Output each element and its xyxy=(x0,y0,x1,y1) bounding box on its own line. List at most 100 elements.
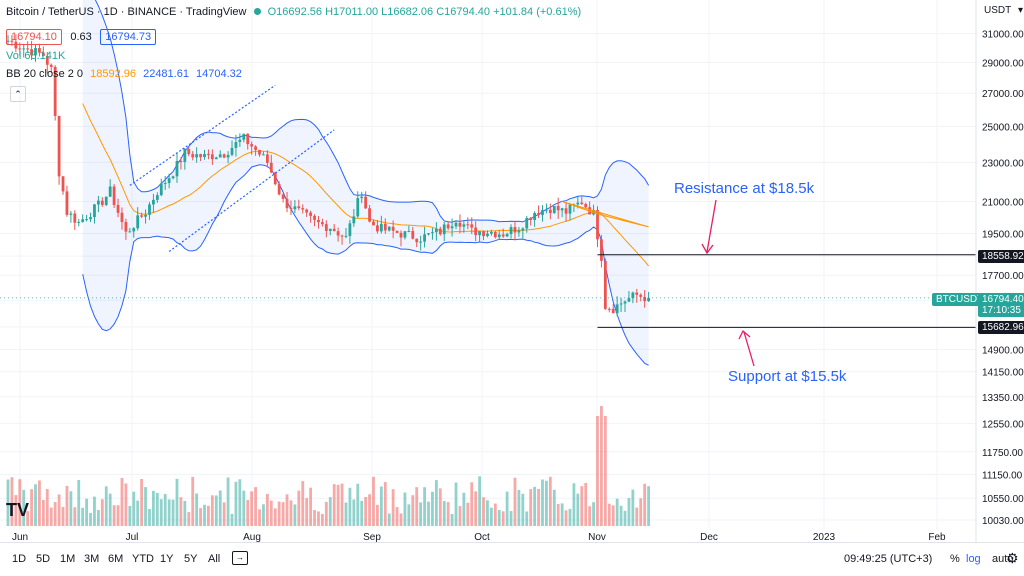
candle-body xyxy=(175,160,179,177)
candle-body xyxy=(560,208,564,211)
volume-bar xyxy=(501,511,505,526)
clock-readout[interactable]: 09:49:25 (UTC+3) xyxy=(844,553,933,565)
volume-bar xyxy=(639,498,643,526)
currency-label[interactable]: USDT ▾ xyxy=(984,5,1024,16)
tradingview-logo-icon[interactable]: TV xyxy=(6,500,30,520)
last-price-tag: 16794.40 xyxy=(978,293,1024,306)
time-tick-label: Sep xyxy=(363,532,381,543)
range-button-3m[interactable]: 3M xyxy=(84,553,100,565)
candle-body xyxy=(466,224,470,226)
candle-body xyxy=(399,232,403,238)
candle-body xyxy=(305,209,309,213)
range-button-1y[interactable]: 1Y xyxy=(160,553,174,565)
candle-body xyxy=(537,212,540,216)
volume-bar xyxy=(183,500,187,526)
candle-body xyxy=(167,178,171,184)
candle-body xyxy=(218,154,222,158)
ohlc-values: O16692.56 H17011.00 L16682.06 C16794.40 … xyxy=(267,6,582,18)
range-button-5d[interactable]: 5D xyxy=(36,553,51,565)
volume-bar xyxy=(96,510,100,526)
candle-body xyxy=(171,176,175,179)
price-tick-label: 13350.00 xyxy=(982,393,1024,404)
volume-bar xyxy=(627,498,631,526)
candle-body xyxy=(285,198,289,209)
support-price-tag: 15682.96 xyxy=(978,321,1024,334)
volume-bar xyxy=(368,494,371,526)
candle-body xyxy=(356,198,360,217)
spread: 0.63 xyxy=(70,31,92,43)
volume-bar xyxy=(187,512,191,526)
candle-body xyxy=(470,224,474,228)
candle-body xyxy=(61,176,65,192)
volume-bar xyxy=(69,491,73,526)
volume-bar xyxy=(155,492,159,526)
range-button-5y[interactable]: 5Y xyxy=(184,553,198,565)
candle-body xyxy=(431,232,434,234)
candle-body xyxy=(207,153,210,155)
candle-body xyxy=(222,154,226,158)
candle-body xyxy=(423,234,426,242)
candle-body xyxy=(486,233,489,237)
volume-bar xyxy=(26,511,30,526)
volume-bar xyxy=(203,504,206,526)
volume-bar xyxy=(564,510,568,526)
price-tick-label: 11150.00 xyxy=(982,470,1023,481)
candle-body xyxy=(450,226,454,229)
log-toggle[interactable]: log xyxy=(966,553,981,565)
candle-body xyxy=(639,294,643,297)
candle-body xyxy=(57,115,61,177)
candle-body xyxy=(238,139,242,143)
volume-bar xyxy=(34,484,37,526)
candle-body xyxy=(230,147,234,155)
candle-body xyxy=(226,154,230,158)
bid-ask[interactable]: 16794.10 0.63 16794.73 xyxy=(6,27,157,45)
range-button-all[interactable]: All xyxy=(208,553,221,565)
candle-body xyxy=(163,183,167,185)
countdown-tag: 17:10:35 xyxy=(978,304,1024,317)
candle-body xyxy=(328,228,332,232)
candle-body xyxy=(548,209,552,214)
volume-bar xyxy=(529,489,533,526)
symbol-title: Bitcoin / TetherUS · 1D · BINANCE · Trad… xyxy=(6,6,247,18)
volume-bar xyxy=(592,502,595,526)
volume-bar xyxy=(89,512,92,526)
auto-toggle[interactable]: auto xyxy=(992,553,1014,565)
candle-body xyxy=(26,48,30,50)
price-tick-label: 17700.00 xyxy=(982,271,1024,282)
volume-bar xyxy=(419,502,423,526)
candle-body xyxy=(434,228,438,233)
volume-bar xyxy=(631,489,635,526)
candle-body xyxy=(576,202,580,205)
volume-bar xyxy=(238,479,242,526)
volume-bar xyxy=(603,416,607,526)
volume-bar xyxy=(14,495,18,526)
range-button-1m[interactable]: 1M xyxy=(60,553,76,565)
volume-bar xyxy=(226,477,230,526)
candle-body xyxy=(277,184,281,195)
volume-bar xyxy=(431,491,434,526)
range-button-6m[interactable]: 6M xyxy=(108,553,124,565)
volume-bar xyxy=(505,491,509,526)
ask-box[interactable]: 16794.73 xyxy=(100,29,157,45)
volume-bars xyxy=(6,406,650,526)
time-axis[interactable]: Jun Jul Aug Sep Oct Nov Dec 2023 Feb xyxy=(12,532,946,543)
settings-gear-icon[interactable]: ⚙ xyxy=(1006,550,1019,566)
range-button-ytd[interactable]: YTD xyxy=(132,553,154,565)
range-button-1d[interactable]: 1D xyxy=(12,553,27,565)
volume-bar xyxy=(297,490,301,526)
candle-body xyxy=(297,206,301,209)
price-axis[interactable]: 10030.00 10550.00 11150.00 11750.00 12550.00… xyxy=(975,0,1024,542)
volume-bar xyxy=(352,499,356,526)
percent-toggle[interactable]: % xyxy=(950,553,960,565)
candle-body xyxy=(438,228,442,235)
volume-bar xyxy=(167,499,171,526)
volume-bar xyxy=(344,502,348,526)
bid-box[interactable]: 16794.10 xyxy=(6,29,62,45)
candle-body xyxy=(482,231,485,237)
collapse-chevron-icon[interactable]: ⌃ xyxy=(10,86,26,102)
candle-body xyxy=(81,219,85,222)
candle-body xyxy=(258,149,261,155)
candle-body xyxy=(273,172,277,185)
calendar-range-icon[interactable]: → xyxy=(232,551,248,565)
